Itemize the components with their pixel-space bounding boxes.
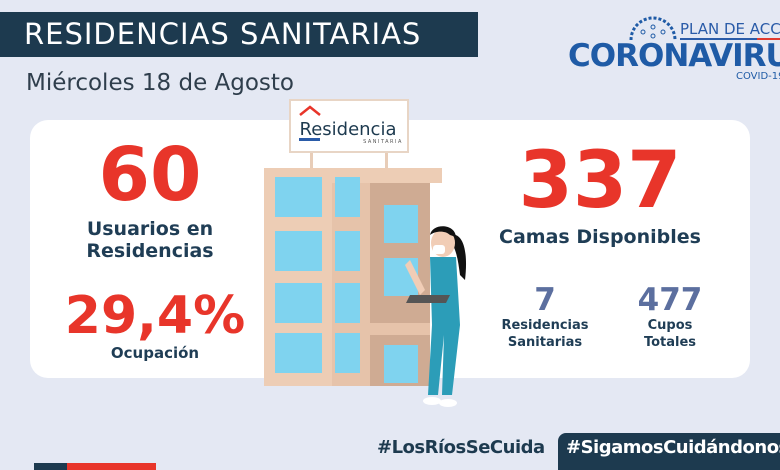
ocupacion-value: 29,4% (64, 286, 246, 346)
title-banner: RESIDENCIAS SANITARIAS (0, 12, 478, 57)
sign-sub: SANITARIA (363, 139, 403, 145)
usuarios-stat: 60 Usuarios en Residencias (70, 138, 230, 262)
camas-stat: 337 Camas Disponibles (490, 142, 710, 248)
cupos-value: 477 (637, 282, 703, 318)
camas-value: 337 (518, 136, 682, 226)
camas-label: Camas Disponibles (499, 226, 701, 248)
building-illustration: Residencia SANITARIA (260, 95, 480, 419)
residencias-label-2: Sanitarias (507, 334, 583, 350)
cupos-label-2: Totales (643, 334, 697, 350)
coronavirus-plan-logo: PLAN DE ACCIÓN CORONAVIRUS COVID-19 (568, 14, 780, 84)
hashtag-los-rios: #LosRíosSeCuida (377, 437, 545, 458)
residencias-label: Residencias (501, 318, 589, 333)
hashtag-sigamos: #SigamosCuidándonos (558, 433, 780, 470)
ocupacion-stat: 29,4% Ocupación (50, 290, 260, 362)
usuarios-label-2: Residencias (86, 240, 214, 262)
residencias-stat: 7 Residencias Sanitarias (490, 282, 600, 352)
usuarios-label: Usuarios en (86, 218, 214, 240)
usuarios-value: 60 (98, 132, 202, 218)
residencias-value: 7 (534, 282, 556, 318)
cupos-stat: 477 Cupos Totales (620, 282, 720, 352)
nurse-figure (405, 226, 467, 407)
date-label: Miércoles 18 de Agosto (26, 70, 295, 96)
flag-stripe (34, 463, 156, 470)
ocupacion-label: Ocupación (110, 344, 200, 362)
cupos-label: Cupos (647, 318, 693, 333)
logo-name: CORONAVIRUS (568, 38, 780, 74)
sign-name: Residencia (300, 119, 397, 140)
logo-sub: COVID-19 (736, 71, 780, 82)
logo-plan-text: PLAN DE ACCIÓN (680, 20, 780, 40)
virus-icon (629, 16, 677, 40)
